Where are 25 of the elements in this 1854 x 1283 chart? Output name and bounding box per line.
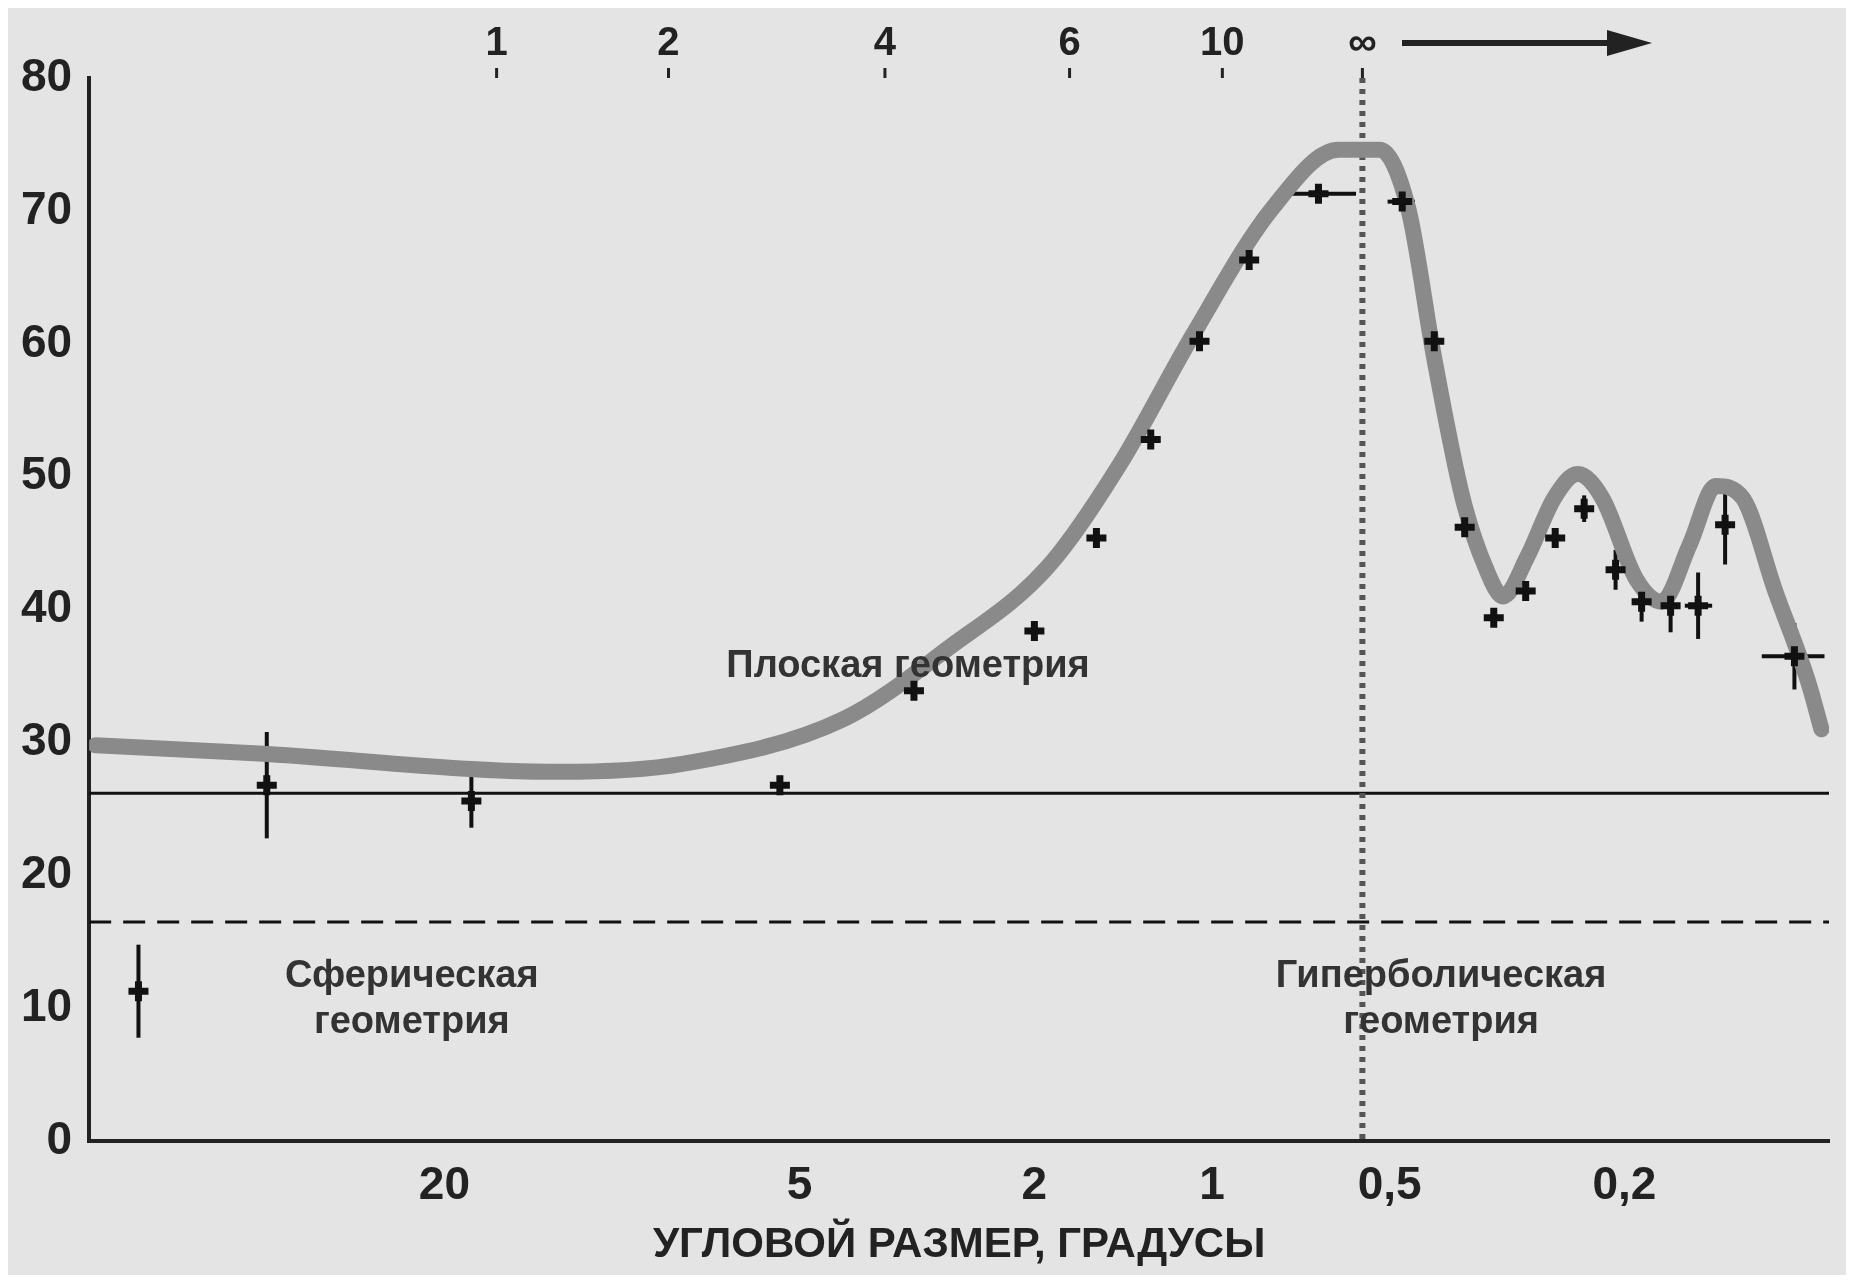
y-tick-label: 80: [20, 48, 73, 101]
y-tick-label: 20: [20, 846, 73, 899]
annotation: Сферическая геометрия: [284, 951, 540, 1043]
y-tick-label: 60: [20, 314, 73, 367]
text: 6: [1058, 19, 1081, 64]
annotation: Гиперболическая геометрия: [1274, 951, 1608, 1043]
x-tick-label: 20: [418, 1156, 470, 1209]
y-tick-label: 0: [46, 1112, 73, 1165]
x-tick-label: 0,5: [1357, 1156, 1422, 1209]
text: 1: [485, 19, 508, 64]
x-tick-label: 1: [1199, 1156, 1225, 1209]
y-tick-label: 70: [20, 181, 73, 234]
x-tick-label: 2: [1021, 1156, 1048, 1209]
x-tick-label: 5: [786, 1156, 813, 1209]
y-tick-label: 10: [20, 979, 73, 1032]
annotation: Плоская геометрия: [725, 641, 1091, 687]
text: 4: [873, 19, 897, 64]
x-tick-label: 0,2: [1592, 1156, 1657, 1209]
text: 10: [1200, 19, 1245, 64]
y-tick-label: 50: [20, 447, 73, 500]
x-axis-title: УГЛОВОЙ РАЗМЕР, ГРАДУСЫ: [652, 1218, 1266, 1267]
y-tick-label: 30: [20, 713, 73, 766]
y-tick-label: 40: [20, 580, 73, 633]
text: ∞: [1348, 19, 1377, 64]
text: 2: [657, 19, 680, 64]
